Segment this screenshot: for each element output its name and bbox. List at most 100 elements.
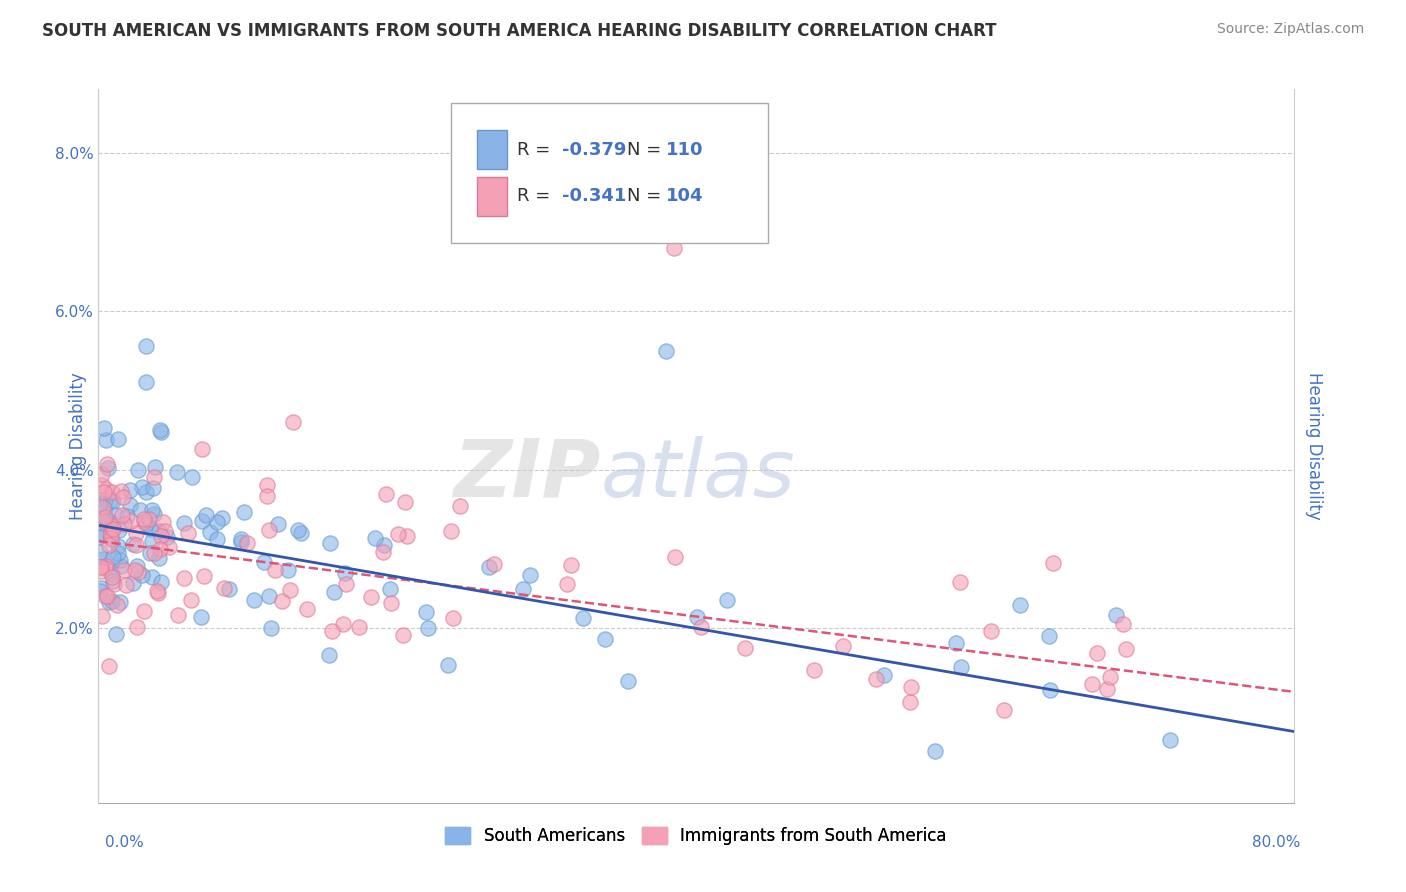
Point xyxy=(87,531,110,545)
Point xyxy=(332,617,354,632)
Point xyxy=(190,610,212,624)
Point xyxy=(94,433,117,447)
Point xyxy=(93,502,115,516)
Point xyxy=(96,559,118,574)
Point xyxy=(900,680,922,694)
Point xyxy=(734,641,756,656)
Point xyxy=(148,524,170,539)
Text: N =: N = xyxy=(627,187,666,205)
Point xyxy=(371,545,394,559)
Point xyxy=(127,620,149,634)
Point xyxy=(91,552,114,566)
Text: 104: 104 xyxy=(666,187,703,205)
Point xyxy=(149,541,172,556)
Point xyxy=(519,567,541,582)
Point xyxy=(166,465,188,479)
Point xyxy=(1081,677,1104,691)
Point xyxy=(205,532,228,546)
Point xyxy=(101,566,124,581)
Point xyxy=(416,621,439,635)
Text: N =: N = xyxy=(627,141,666,159)
Point xyxy=(132,515,155,529)
Point xyxy=(394,495,416,509)
Point xyxy=(260,621,283,635)
Point xyxy=(440,524,463,539)
Y-axis label: Hearing Disability: Hearing Disability xyxy=(1305,372,1323,520)
Text: R =: R = xyxy=(517,187,555,205)
Point xyxy=(100,531,122,545)
Point xyxy=(101,549,124,564)
Point xyxy=(143,459,166,474)
Point xyxy=(557,577,579,591)
Point xyxy=(141,503,163,517)
Point xyxy=(111,508,134,522)
Point xyxy=(139,522,162,536)
Point xyxy=(120,498,142,512)
Point xyxy=(104,508,127,522)
Point xyxy=(89,545,111,559)
Point xyxy=(89,497,111,511)
Point xyxy=(1098,670,1121,684)
Point xyxy=(949,659,972,673)
Point xyxy=(96,589,118,603)
Point xyxy=(1085,646,1108,660)
Point xyxy=(872,668,894,682)
Point xyxy=(364,531,387,545)
Point xyxy=(191,514,214,528)
Point xyxy=(142,481,165,495)
Point xyxy=(482,557,505,571)
Point xyxy=(512,582,534,596)
Point xyxy=(90,564,112,578)
Point xyxy=(127,565,149,579)
Point xyxy=(333,566,356,581)
Point xyxy=(898,695,921,709)
Y-axis label: Hearing Disability: Hearing Disability xyxy=(69,372,87,520)
Point xyxy=(256,478,278,492)
Point xyxy=(142,470,165,484)
Point xyxy=(148,586,170,600)
Point xyxy=(141,570,163,584)
Point xyxy=(148,550,170,565)
Point xyxy=(195,508,218,523)
Point xyxy=(387,526,409,541)
Point xyxy=(378,582,401,596)
Point xyxy=(135,375,157,389)
Point xyxy=(662,241,685,255)
Point xyxy=(97,461,120,475)
Point xyxy=(264,564,287,578)
Point xyxy=(101,574,124,588)
Point xyxy=(90,560,112,574)
Point xyxy=(321,624,343,638)
Point xyxy=(157,540,180,554)
Point xyxy=(257,589,280,603)
Point xyxy=(243,593,266,607)
Point xyxy=(373,538,395,552)
Point xyxy=(231,535,253,549)
Point xyxy=(100,523,122,537)
Point xyxy=(101,570,124,584)
Point xyxy=(101,522,124,536)
Point xyxy=(96,513,118,527)
Point xyxy=(91,467,114,481)
Point xyxy=(131,568,153,582)
Point xyxy=(150,529,173,543)
Point xyxy=(281,415,304,429)
Text: atlas: atlas xyxy=(600,435,796,514)
Point xyxy=(98,538,121,552)
Point xyxy=(1008,598,1031,612)
Point xyxy=(131,481,153,495)
Point xyxy=(1104,608,1126,623)
Point xyxy=(290,526,312,541)
Point xyxy=(143,507,166,521)
Point xyxy=(949,574,972,589)
Point xyxy=(380,596,402,610)
Point xyxy=(138,512,160,526)
Point xyxy=(139,545,162,559)
Point xyxy=(94,482,117,496)
Text: Source: ZipAtlas.com: Source: ZipAtlas.com xyxy=(1216,22,1364,37)
Point xyxy=(392,628,415,642)
FancyBboxPatch shape xyxy=(477,130,508,169)
Point xyxy=(323,584,346,599)
Point xyxy=(233,505,256,519)
Point xyxy=(105,598,128,612)
